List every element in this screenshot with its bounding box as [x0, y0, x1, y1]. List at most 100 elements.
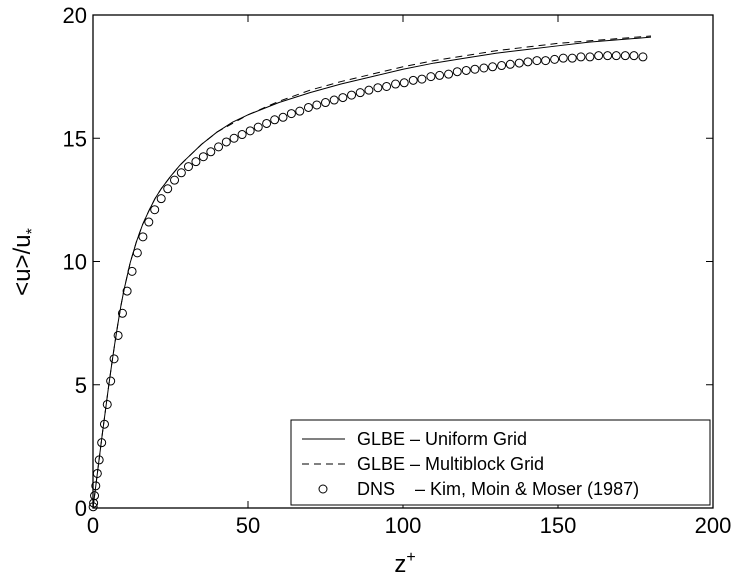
dns-data-point [99, 419, 109, 429]
dns-data-point [109, 354, 119, 364]
dns-data-point [585, 52, 595, 62]
dns-data-point [452, 67, 462, 77]
y-tick-label: 10 [63, 250, 87, 275]
dns-data-point [435, 70, 445, 80]
dns-data-point [382, 81, 392, 91]
x-tick-label: 100 [385, 513, 422, 538]
dns-data-point [461, 65, 471, 75]
dns-data-point [567, 53, 577, 63]
dns-data-point [329, 95, 339, 105]
dns-data-point [97, 438, 107, 448]
legend-label-multiblock-grid: GLBE – Multiblock Grid [357, 454, 544, 474]
dns-data-point [138, 232, 148, 242]
dns-data-point [399, 78, 409, 88]
y-tick-label: 15 [63, 126, 87, 151]
dns-data-point [176, 168, 186, 178]
dns-data-point [262, 118, 272, 128]
axis-ticks: 0 50 100 150 200 0 5 10 15 20 [63, 3, 732, 538]
dns-data-point [117, 308, 127, 318]
dns-data-point [303, 102, 313, 112]
dns-data-point [94, 455, 104, 465]
dns-data-point [270, 115, 280, 125]
dns-data-point [594, 51, 604, 61]
y-axis-label-subscript: * [24, 228, 41, 234]
dns-data-point [122, 286, 132, 296]
dns-data-point [514, 58, 524, 68]
dns-data-point [286, 109, 296, 119]
dns-data-point [364, 85, 374, 95]
dns-data-point [497, 61, 507, 71]
dns-data-point [198, 152, 208, 162]
dns-data-point [444, 69, 454, 79]
y-tick-label: 0 [75, 496, 87, 521]
y-axis-label: <u>/u* [9, 228, 41, 296]
dns-data-point [278, 112, 288, 122]
dns-data-point [295, 106, 305, 116]
legend-sample-dns [318, 484, 328, 494]
dns-data-point [532, 56, 542, 66]
y-axis-label-main: <u>/u [9, 234, 36, 295]
legend-label-uniform-grid: GLBE – Uniform Grid [357, 429, 527, 449]
x-tick-label: 200 [695, 513, 732, 538]
dns-data-point [417, 74, 427, 84]
dns-data-point [144, 217, 154, 227]
x-axis-label: z+ [394, 549, 415, 578]
dns-data-point [156, 194, 166, 204]
dns-data-point [488, 62, 498, 72]
dns-data-point [479, 63, 489, 73]
dns-data-point [338, 93, 348, 103]
y-tick-label: 5 [75, 373, 87, 398]
dns-data-point [391, 79, 401, 89]
dns-data-point [102, 399, 112, 409]
dns-data-point [253, 122, 263, 132]
dns-data-point [347, 90, 357, 100]
x-tick-label: 50 [236, 513, 260, 538]
legend-label-dns: DNS – Kim, Moin & Moser (1987) [357, 479, 639, 499]
dns-data-point [541, 56, 551, 66]
dns-data-point [170, 175, 180, 185]
dns-data-point [603, 51, 613, 61]
series-line-multiblock-grid [92, 35, 652, 509]
dns-data-point [558, 53, 568, 63]
dns-data-point [312, 100, 322, 110]
x-tick-label: 150 [540, 513, 577, 538]
dns-data-point [523, 57, 533, 67]
dns-data-point [550, 54, 560, 64]
dns-data-point [237, 130, 247, 140]
legend-box [290, 419, 711, 506]
dns-data-point [127, 266, 137, 276]
dns-data-point [91, 481, 101, 491]
dns-data-point [373, 83, 383, 93]
dns-data-point [221, 137, 231, 147]
dns-data-point [576, 52, 586, 62]
dns-data-point [321, 98, 330, 108]
dns-data-point [132, 248, 142, 258]
dns-data-point [355, 88, 365, 98]
dns-data-point [505, 59, 515, 69]
dns-data-point [163, 184, 173, 194]
dns-data-point [629, 51, 639, 61]
dns-data-point [611, 51, 621, 61]
legend: GLBE – Uniform Grid GLBE – Multiblock Gr… [290, 419, 711, 506]
dns-data-point [408, 75, 418, 85]
dns-data-point [150, 205, 160, 215]
dns-data-point [620, 51, 630, 61]
dns-data-point [245, 126, 255, 136]
dns-data-point [183, 162, 193, 172]
dns-data-point [113, 330, 123, 340]
dns-data-point [214, 142, 224, 152]
plot-area [88, 35, 652, 512]
dns-data-point [191, 157, 201, 167]
dns-data-point [470, 64, 480, 74]
x-axis-label-main: z [394, 551, 406, 578]
dns-data-point [206, 147, 216, 157]
dns-data-point [90, 491, 100, 501]
y-tick-label: 20 [63, 3, 87, 28]
dns-data-point [106, 376, 116, 386]
x-axis-label-superscript: + [406, 549, 415, 566]
dns-data-point [229, 133, 239, 143]
dns-data-point [426, 72, 436, 82]
dns-data-point [638, 52, 648, 62]
